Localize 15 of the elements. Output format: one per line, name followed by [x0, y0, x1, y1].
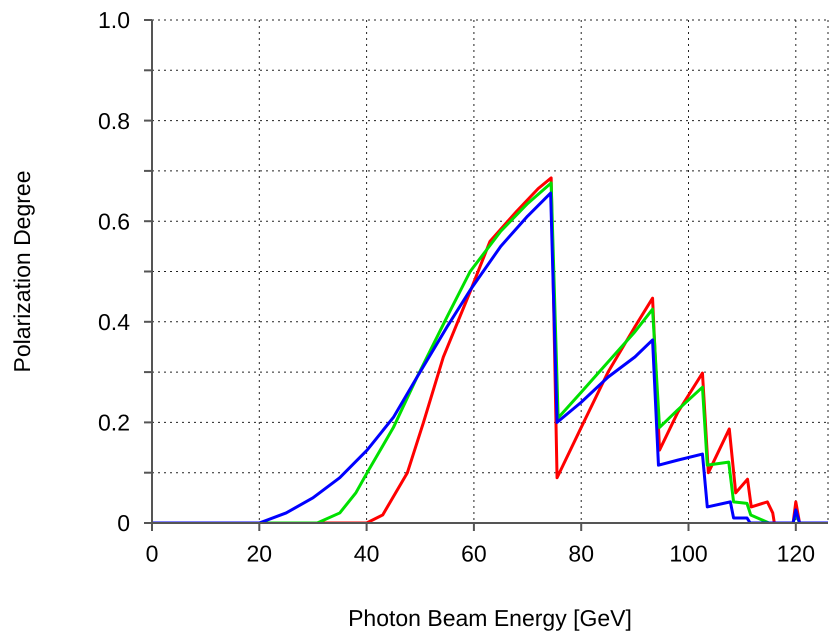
y-tick-label: 0.6 — [98, 208, 130, 234]
x-tick-label: 120 — [776, 540, 815, 566]
x-axis-title: Photon Beam Energy [GeV] — [348, 605, 632, 631]
x-tick-label: 0 — [146, 540, 158, 566]
x-tick-label: 40 — [354, 540, 380, 566]
x-tick-label: 60 — [461, 540, 487, 566]
y-tick-label: 0.4 — [98, 308, 130, 335]
y-tick-label: 0.2 — [98, 410, 130, 436]
x-tick-label: 20 — [246, 540, 272, 566]
y-tick-label: 1.0 — [98, 7, 130, 34]
y-tick-label: 0.8 — [98, 108, 130, 134]
y-axis-title: Polarization Degree — [9, 170, 36, 373]
x-tick-label: 100 — [669, 540, 708, 566]
x-tick-label: 80 — [568, 540, 594, 566]
y-tick-label: 0 — [117, 510, 130, 536]
